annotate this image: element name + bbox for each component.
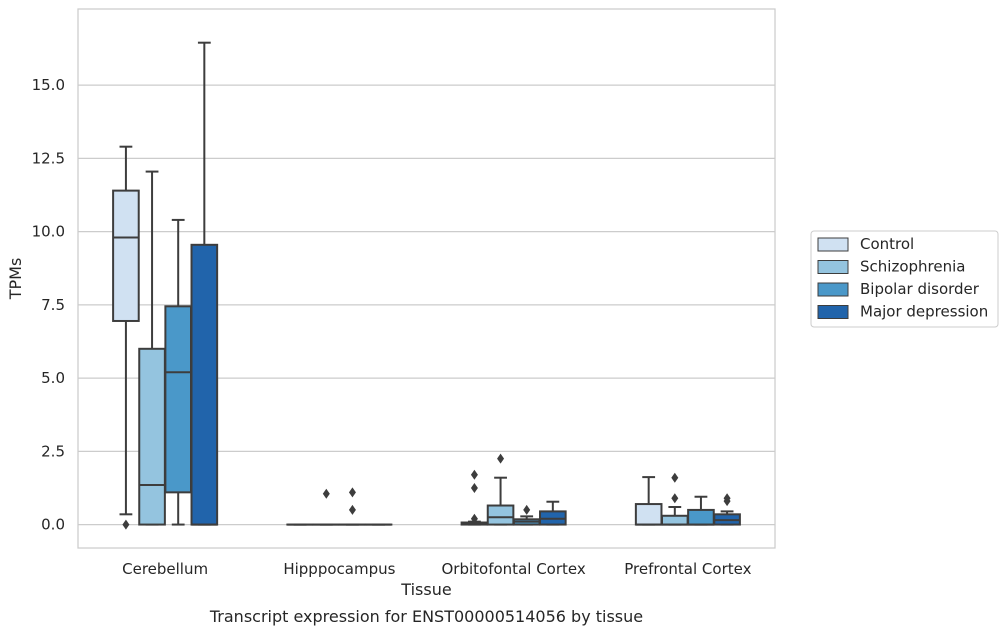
y-tick-label: 10.0 xyxy=(32,223,65,241)
box-iqr xyxy=(687,508,715,526)
box-iqr xyxy=(634,503,663,526)
outlier-point xyxy=(723,493,731,504)
legend-label: Major depression xyxy=(860,303,988,321)
legend-swatch xyxy=(817,260,849,274)
y-tick-label: 15.0 xyxy=(32,76,65,94)
y-tick-label: 5.0 xyxy=(41,369,65,387)
y-tick-labels: 0.0 2.5 5.0 7.5 10.0 12.5 15.0 xyxy=(32,76,65,533)
box-schizophrenia xyxy=(312,488,341,526)
y-tick-label: 0.0 xyxy=(41,516,65,534)
legend-swatch xyxy=(817,237,849,252)
x-tick-label: Orbitofontal Cortex xyxy=(442,560,586,578)
box-iqr xyxy=(486,504,515,526)
y-axis-title: TPMs xyxy=(6,258,25,301)
outlier-point xyxy=(322,488,330,499)
x-tick-label: Hipppocampus xyxy=(283,560,395,578)
outlier-point xyxy=(671,472,679,483)
legend-frame xyxy=(810,230,999,328)
y-tick-label: 7.5 xyxy=(41,296,65,314)
y-tick-label: 2.5 xyxy=(41,442,65,460)
legend-label: Control xyxy=(860,235,914,253)
x-tick-label: Prefrontal Cortex xyxy=(624,560,751,578)
legend-label: Schizophrenia xyxy=(860,258,965,276)
outlier-point xyxy=(470,482,478,493)
box-control xyxy=(634,476,663,526)
box-bipolar-disorder xyxy=(687,495,715,526)
y-tick-label: 12.5 xyxy=(32,149,65,167)
legend-label: Bipolar disorder xyxy=(860,280,980,298)
box-iqr xyxy=(190,243,219,526)
box-iqr xyxy=(164,305,193,494)
x-tick-label: Cerebellum xyxy=(122,560,208,578)
outlier-point xyxy=(671,493,679,504)
plot-frame xyxy=(77,8,776,549)
legend: Control Schizophrenia Bipolar disorder Majo… xyxy=(810,230,999,328)
box-control xyxy=(460,469,489,526)
outlier-point xyxy=(348,504,356,515)
box-control xyxy=(112,145,140,530)
outlier-point xyxy=(523,504,531,515)
box-major-depression xyxy=(713,493,741,526)
box-bipolar-disorder xyxy=(512,504,541,526)
outlier-point xyxy=(470,513,478,524)
x-axis-title: Tissue xyxy=(400,580,451,599)
box-schizophrenia xyxy=(660,472,689,526)
box-bipolar-disorder xyxy=(164,218,193,526)
outlier-point xyxy=(122,519,130,530)
box-major-depression xyxy=(539,500,567,526)
x-tick-labels: Cerebellum Hipppocampus Orbitofontal Corte… xyxy=(122,560,751,578)
legend-swatch xyxy=(817,305,849,319)
legend-swatch xyxy=(817,282,849,297)
outlier-point xyxy=(470,469,478,480)
box-schizophrenia xyxy=(138,170,166,526)
box-schizophrenia xyxy=(486,453,515,526)
box-iqr xyxy=(138,347,166,526)
box-plot-marks xyxy=(112,41,741,530)
box-bipolar-disorder xyxy=(338,487,367,526)
box-iqr xyxy=(112,189,140,322)
box-major-depression xyxy=(190,41,219,526)
outlier-point xyxy=(497,453,505,464)
box-iqr xyxy=(660,514,689,526)
outlier-point xyxy=(348,487,356,498)
chart-caption: Transcript expression for ENST0000051405… xyxy=(209,607,643,626)
